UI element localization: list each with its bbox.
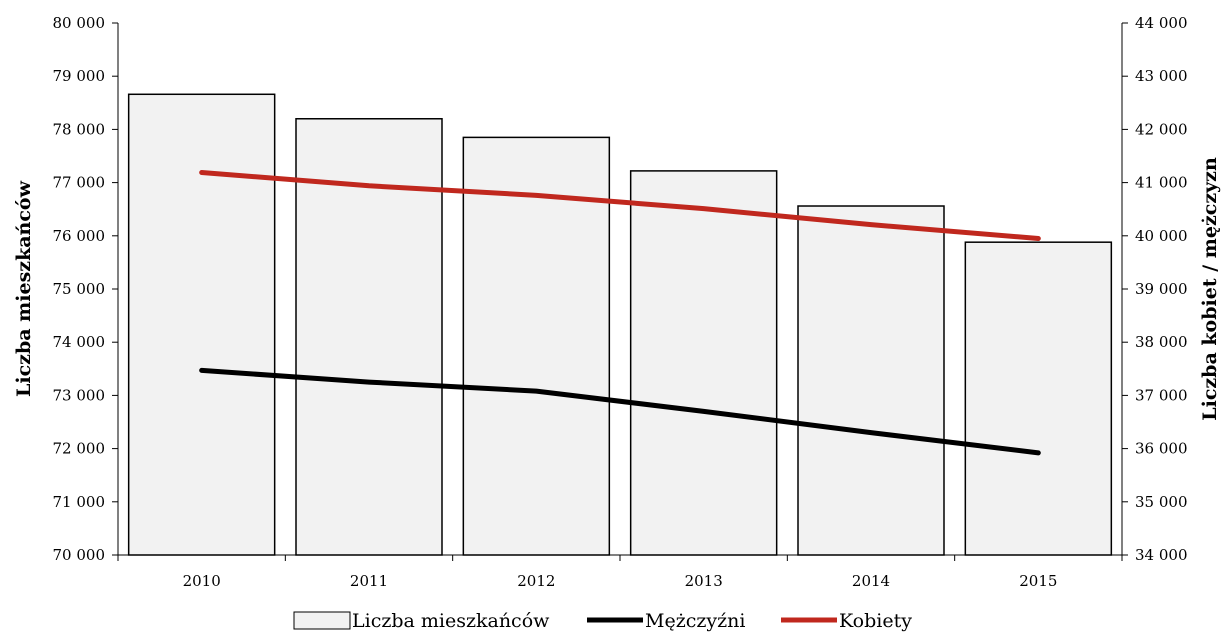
y-right-tick-label: 42 000 — [1135, 120, 1188, 138]
x-tick-label-2012: 2012 — [517, 572, 555, 590]
y-right-tick-label: 38 000 — [1135, 333, 1188, 351]
bar-2012 — [462, 136, 611, 556]
line-series-men — [199, 367, 1041, 456]
line-series-women — [199, 169, 1041, 241]
y-left-axis-title: Liczba mieszkańców — [13, 180, 35, 397]
y-left-tick-label: 73 000 — [53, 386, 106, 404]
x-tick-label-2011: 2011 — [350, 572, 388, 590]
bar-2011 — [295, 118, 443, 556]
x-tick-label-2015: 2015 — [1019, 572, 1057, 590]
y-right-tick-label: 35 000 — [1135, 493, 1188, 511]
y-right-tick-label: 41 000 — [1135, 174, 1188, 192]
y-left-tick-label: 74 000 — [53, 333, 106, 351]
y-left-tick-label: 75 000 — [53, 280, 106, 298]
x-tick-label-2013: 2013 — [685, 572, 723, 590]
y-left-tick-label: 79 000 — [53, 67, 106, 85]
y-right-tick-label: 36 000 — [1135, 440, 1188, 458]
legend-label-men: Mężczyźni — [645, 610, 745, 632]
y-left-tick-label: 71 000 — [53, 493, 106, 511]
y-left-tick-label: 80 000 — [53, 14, 106, 32]
right-ticks-group: 34 000 35 000 36 000 37 000 38 000 39 000 40 0… — [1122, 14, 1188, 564]
bar-2010 — [127, 93, 276, 556]
lines-group — [199, 169, 1041, 456]
x-ticks-group: 2010 2011 2012 2013 2014 2015 — [117, 555, 1123, 590]
y-left-tick-label: 78 000 — [53, 120, 106, 138]
bar-2015 — [964, 241, 1113, 556]
x-tick-label-2010: 2010 — [183, 572, 221, 590]
y-right-tick-label: 39 000 — [1135, 280, 1188, 298]
legend-label-women: Kobiety — [839, 610, 912, 632]
x-tick-label-2014: 2014 — [852, 572, 890, 590]
y-left-tick-label: 76 000 — [53, 227, 106, 245]
y-right-tick-label: 34 000 — [1135, 546, 1188, 564]
y-right-tick-label: 37 000 — [1135, 386, 1188, 404]
legend-label-bars: Liczba mieszkańców — [352, 610, 550, 632]
bars-group — [127, 93, 1113, 556]
y-right-axis-title: Liczba kobiet / mężczyzn — [1199, 157, 1221, 421]
y-right-tick-label: 44 000 — [1135, 14, 1188, 32]
y-left-tick-label: 70 000 — [53, 546, 106, 564]
y-right-tick-label: 43 000 — [1135, 67, 1188, 85]
y-left-tick-label: 77 000 — [53, 174, 106, 192]
y-left-tick-label: 72 000 — [53, 440, 106, 458]
legend-swatch-bars — [293, 611, 351, 630]
y-right-tick-label: 40 000 — [1135, 227, 1188, 245]
bar-2014 — [797, 205, 945, 556]
legend: Liczba mieszkańców Mężczyźni Kobiety — [293, 610, 912, 632]
left-ticks-group: 70 000 71 000 72 000 73 000 74 000 75 000 76 0… — [53, 14, 118, 564]
bar-2013 — [629, 170, 778, 556]
